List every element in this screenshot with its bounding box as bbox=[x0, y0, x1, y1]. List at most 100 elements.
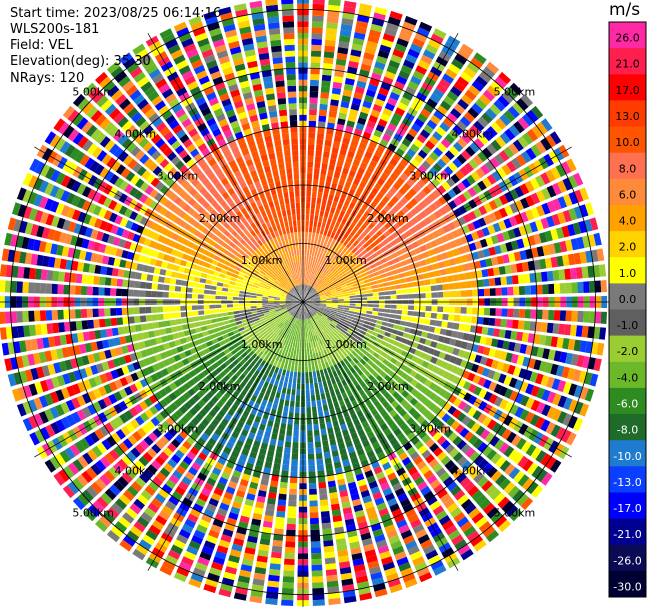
ray-gate bbox=[310, 56, 321, 63]
ray-gate bbox=[355, 122, 365, 131]
ray-gate bbox=[396, 294, 403, 299]
ray-gate bbox=[326, 469, 334, 476]
ray-gate bbox=[328, 237, 333, 244]
ray-gate bbox=[284, 399, 290, 407]
ray-gate bbox=[362, 275, 369, 281]
ray-gate bbox=[359, 238, 367, 246]
ray-gate bbox=[295, 407, 300, 414]
ray-gate bbox=[489, 488, 502, 501]
ray-gate bbox=[419, 385, 428, 394]
ray-gate bbox=[336, 52, 348, 61]
ray-gate bbox=[333, 195, 340, 203]
ray-gate bbox=[303, 300, 309, 302]
ray-gate bbox=[355, 297, 362, 301]
ray-gate bbox=[451, 365, 460, 375]
ray-gate bbox=[432, 88, 445, 99]
ray-gate bbox=[394, 107, 406, 117]
ray-gate bbox=[281, 587, 294, 595]
ray-gate bbox=[530, 414, 540, 427]
ray-gate bbox=[352, 437, 361, 446]
ray-gate bbox=[341, 286, 348, 291]
ray-gate bbox=[407, 545, 420, 556]
ray-gate bbox=[230, 322, 237, 327]
ray-gate bbox=[405, 54, 418, 64]
ray-gate bbox=[264, 431, 271, 439]
ray-gate bbox=[363, 385, 371, 394]
ray-gate bbox=[51, 283, 58, 294]
ray-gate bbox=[340, 192, 348, 199]
ray-gate bbox=[373, 296, 379, 300]
ray-gate bbox=[356, 361, 363, 369]
ray-gate bbox=[307, 330, 310, 337]
ray-gate bbox=[487, 369, 496, 380]
ray-gate bbox=[512, 452, 524, 465]
ray-gate bbox=[110, 278, 118, 287]
ray-gate bbox=[560, 161, 572, 175]
ray-gate bbox=[524, 285, 531, 295]
ray-gate bbox=[350, 432, 359, 440]
ray-gate bbox=[504, 401, 514, 413]
ray-gate bbox=[369, 322, 376, 327]
ray-gate bbox=[163, 313, 170, 320]
ray-gate bbox=[414, 373, 423, 381]
ray-gate bbox=[471, 489, 483, 502]
ray-gate bbox=[345, 279, 352, 284]
ray-gate bbox=[477, 316, 484, 325]
ray-gate bbox=[311, 290, 317, 295]
ray-gate bbox=[325, 306, 332, 309]
ray-gate bbox=[238, 294, 245, 297]
ray-gate bbox=[395, 347, 403, 355]
ray-gate bbox=[525, 444, 537, 457]
ray-gate bbox=[310, 523, 320, 530]
ray-gate bbox=[498, 220, 507, 231]
ray-gate bbox=[498, 519, 511, 533]
ray-gate bbox=[398, 272, 406, 279]
ray-gate bbox=[416, 253, 424, 261]
ray-gate bbox=[316, 264, 321, 271]
ray-gate bbox=[307, 424, 313, 431]
ray-gate bbox=[396, 418, 405, 427]
ray-gate bbox=[332, 214, 339, 221]
ray-gate bbox=[394, 319, 401, 325]
ray-gate bbox=[217, 321, 225, 327]
ray-gate bbox=[356, 253, 363, 259]
ray-gate bbox=[323, 349, 328, 356]
ray-gate bbox=[276, 373, 281, 381]
ray-gate bbox=[309, 287, 313, 293]
ray-gate bbox=[75, 273, 83, 284]
ray-gate bbox=[403, 59, 415, 69]
ray-gate bbox=[553, 283, 561, 294]
ray-gate bbox=[422, 272, 430, 279]
ray-gate bbox=[324, 262, 330, 269]
ray-gate bbox=[304, 284, 307, 291]
ray-gate bbox=[444, 150, 455, 161]
ray-gate bbox=[466, 253, 474, 262]
ray-gate bbox=[310, 541, 321, 548]
ray-gate bbox=[285, 333, 290, 340]
ray-gate bbox=[295, 318, 298, 325]
ray-gate bbox=[432, 406, 442, 416]
ray-gate bbox=[443, 259, 451, 267]
ray-gate bbox=[392, 205, 400, 213]
ray-gate bbox=[333, 401, 340, 409]
ray-gate bbox=[365, 286, 372, 290]
ray-gate bbox=[359, 215, 367, 223]
ray-gate bbox=[544, 362, 553, 374]
ray-gate bbox=[308, 342, 312, 349]
ray-gate bbox=[472, 410, 482, 421]
ray-gate bbox=[479, 94, 491, 106]
ray-gate bbox=[359, 284, 366, 288]
ray-gate bbox=[362, 242, 370, 249]
ray-gate bbox=[306, 342, 309, 349]
ray-gate bbox=[339, 279, 346, 285]
ray-gate bbox=[110, 317, 118, 326]
ray-gate bbox=[319, 422, 326, 430]
ray-gate bbox=[318, 339, 323, 346]
ray-gate bbox=[330, 310, 337, 314]
ray-gate bbox=[293, 424, 299, 431]
ray-gate bbox=[317, 221, 322, 228]
ray-gate bbox=[239, 569, 252, 578]
ray-gate bbox=[52, 322, 60, 334]
ray-gate bbox=[314, 328, 318, 335]
ray-gate bbox=[457, 544, 471, 556]
